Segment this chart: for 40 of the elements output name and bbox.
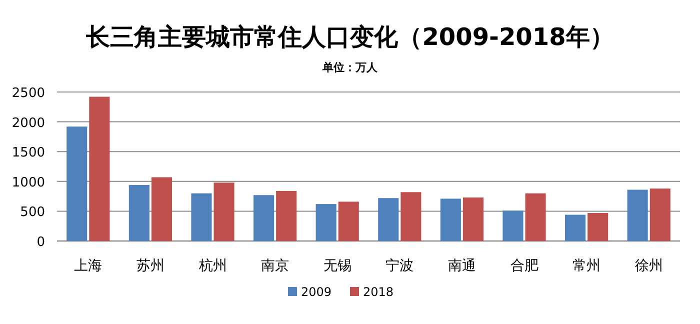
- y-tick-label: 0: [36, 235, 45, 250]
- bar: [502, 210, 524, 241]
- legend-label: 2009: [301, 285, 332, 299]
- bar: [66, 126, 88, 241]
- bar: [151, 177, 172, 241]
- x-tick-label: 南京: [261, 258, 290, 274]
- bar: [253, 195, 274, 241]
- bar: [128, 184, 150, 241]
- bar: [564, 214, 586, 241]
- bar: [400, 192, 422, 241]
- y-tick-label: 2500: [12, 86, 45, 101]
- bar: [338, 202, 359, 241]
- y-tick-label: 1500: [12, 146, 45, 161]
- bar: [276, 190, 297, 241]
- x-tick-label: 上海: [74, 258, 102, 274]
- bar: [588, 212, 608, 241]
- x-tick-label: 苏州: [136, 258, 164, 274]
- bar: [462, 197, 484, 241]
- chart-title: 长三角主要城市常住人口变化（2009-2018年）: [85, 23, 614, 51]
- x-tick-label: 杭州: [198, 258, 227, 274]
- x-tick-label: 南通: [448, 258, 476, 274]
- bar: [378, 198, 399, 241]
- bar: [316, 204, 336, 241]
- bar: [191, 193, 212, 241]
- chart-subtitle: 单位：万人: [322, 61, 378, 74]
- bar: [214, 182, 234, 241]
- bar: [650, 188, 670, 241]
- x-tick-label: 常州: [572, 258, 601, 274]
- x-tick-label: 合肥: [510, 258, 538, 274]
- legend-label: 2018: [363, 285, 394, 299]
- x-tick-label: 无锡: [323, 258, 352, 274]
- x-tick-label: 宁波: [386, 258, 414, 274]
- bar: [627, 190, 648, 241]
- bar: [440, 198, 461, 241]
- y-tick-label: 2000: [12, 116, 45, 131]
- y-tick-label: 500: [20, 205, 45, 220]
- bar: [525, 193, 546, 241]
- y-tick-label: 1000: [12, 175, 45, 190]
- bar: [89, 96, 110, 241]
- x-tick-label: 徐州: [634, 258, 663, 274]
